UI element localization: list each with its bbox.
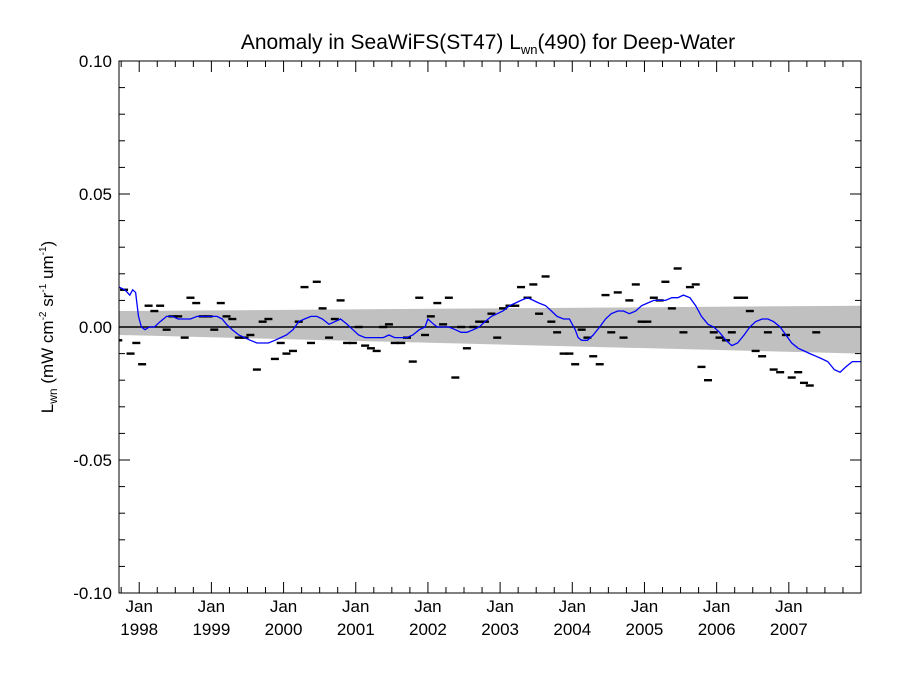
y-tick-label: 0.10 (79, 52, 112, 71)
title-main: Anomaly in SeaWiFS(ST47) L (241, 31, 521, 54)
chart-title: Anomaly in SeaWiFS(ST47) Lwn(490) for De… (241, 31, 735, 57)
x-tick-label-month: Jan (775, 597, 802, 616)
ylabel-units-a: (mW cm (38, 320, 57, 388)
y-axis-label: Lwn (mW cm-2 sr-1 um-1) (38, 241, 60, 413)
y-tick-label: 0.05 (79, 185, 112, 204)
x-tick-label-month: Jan (486, 597, 513, 616)
y-tick-label: -0.10 (73, 584, 112, 603)
plot-frame (118, 60, 862, 594)
x-tick-label-month: Jan (703, 597, 730, 616)
x-tick-label-year: 1998 (120, 620, 158, 639)
x-tick-label-year: 2002 (409, 620, 447, 639)
ylabel-base: L (38, 404, 57, 413)
x-tick-label-year: 2007 (770, 620, 808, 639)
ylabel-sup-1: -2 (38, 311, 49, 320)
x-tick-label-month: Jan (270, 597, 297, 616)
smoothed-line (118, 286, 861, 373)
ylabel-units-b: sr (38, 292, 57, 311)
x-tick-label-year: 2004 (553, 620, 591, 639)
x-tick-labels: Jan 1998 Jan 1999 Jan 2000 Jan 2001 Jan 2002 Jan 20… (120, 597, 807, 639)
ylabel-base-sub: wn (46, 388, 60, 404)
smoothed-series (118, 286, 861, 373)
x-tick-label-month: Jan (631, 597, 658, 616)
confidence-band (119, 305, 861, 354)
title-rest: (490) for Deep-Water (538, 31, 736, 54)
y-tick-label: 0.00 (79, 318, 112, 337)
ylabel-units-d: ) (38, 241, 57, 247)
x-tick-label-month: Jan (198, 597, 225, 616)
x-tick-label-month: Jan (559, 597, 586, 616)
ylabel-sup-2: -1 (38, 283, 49, 292)
ylabel-sup-3: -1 (38, 246, 49, 255)
x-tick-label-year: 2006 (698, 620, 736, 639)
y-tick-labels: 0.10 0.05 0.00 -0.05 -0.10 (73, 52, 112, 603)
y-tick-label: -0.05 (73, 451, 112, 470)
x-tick-label-year: 1999 (192, 620, 230, 639)
x-tick-label-year: 2001 (337, 620, 375, 639)
confidence-band-area (119, 305, 861, 354)
x-tick-label-year: 2003 (481, 620, 519, 639)
ylabel-units-c: um (38, 255, 57, 283)
title-subscript: wn (520, 42, 538, 57)
svg-text:Lwn (mW cm-2 sr-1 um-1): Lwn (mW cm-2 sr-1 um-1) (38, 241, 60, 413)
x-tick-label-month: Jan (414, 597, 441, 616)
x-tick-label-month: Jan (342, 597, 369, 616)
x-tick-label-year: 2005 (626, 620, 664, 639)
x-tick-label-month: Jan (125, 597, 152, 616)
x-tick-label-year: 2000 (265, 620, 303, 639)
